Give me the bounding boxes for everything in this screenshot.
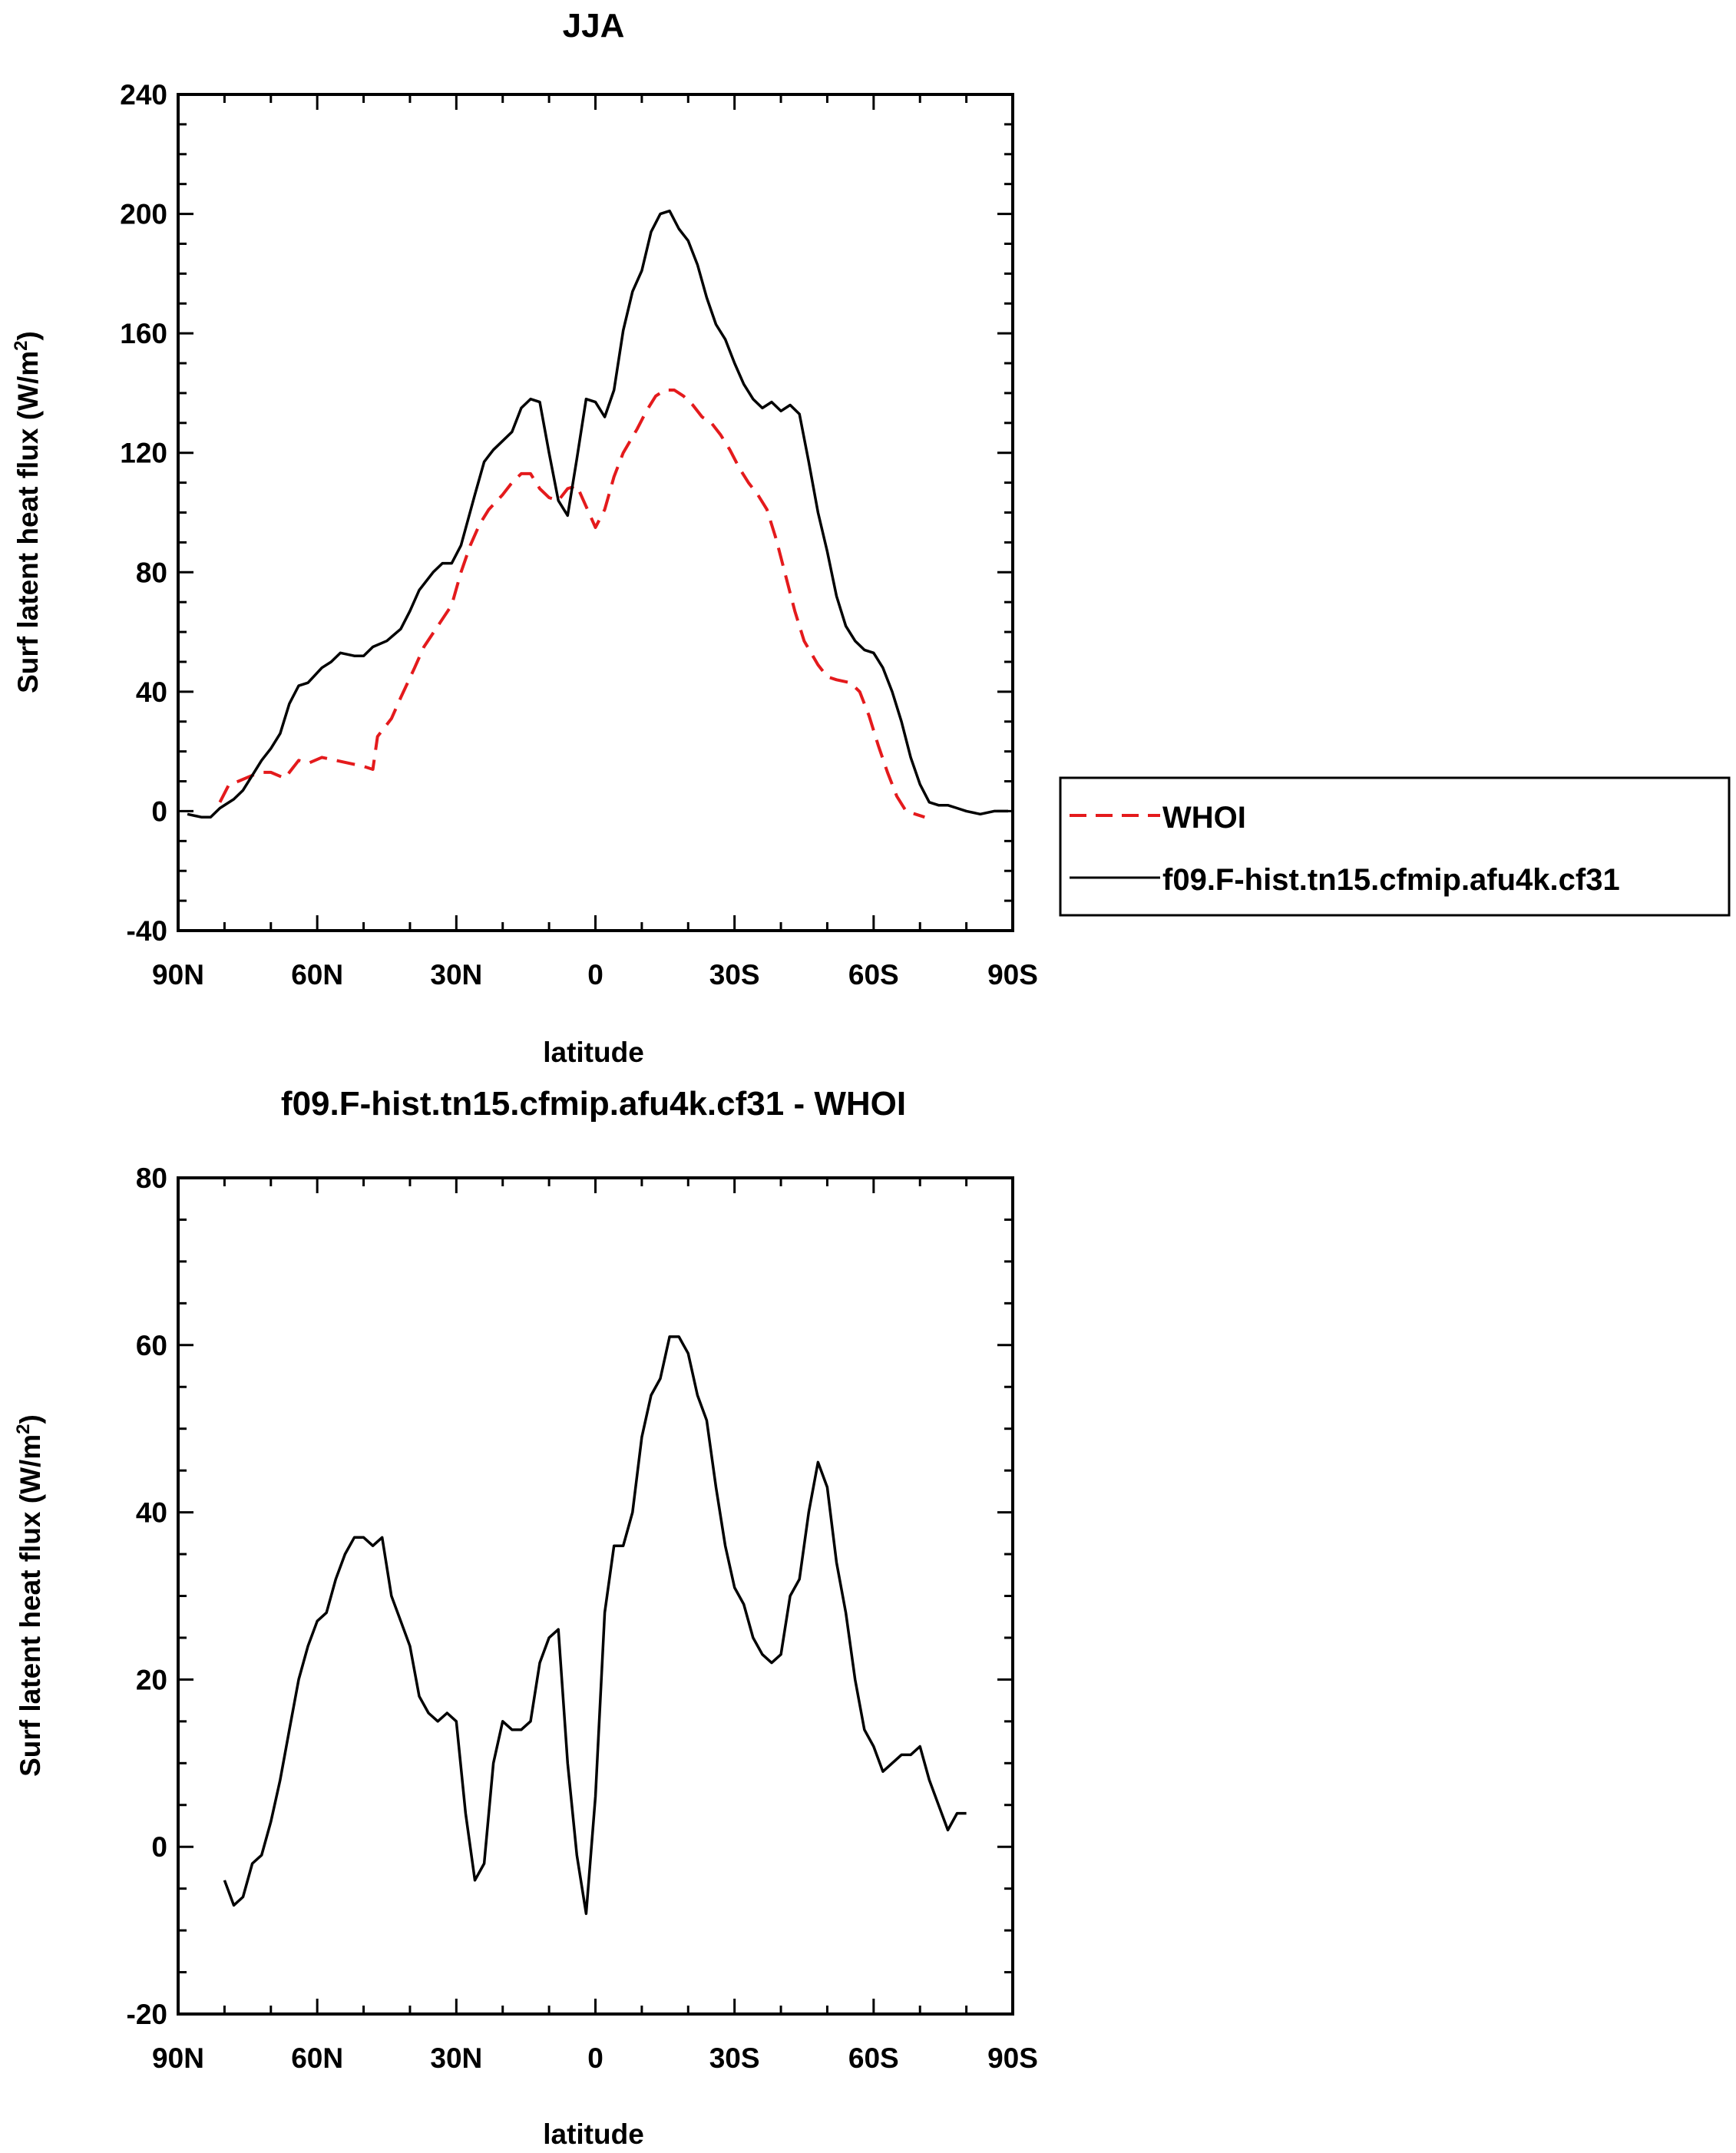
y-tick-label: 40 <box>136 676 167 708</box>
top-chart-title: JJA <box>563 7 625 45</box>
x-tick-label: 30N <box>430 2042 482 2074</box>
x-tick-label: 60S <box>848 2042 899 2074</box>
x-tick-label: 30N <box>430 959 482 991</box>
top-xtick-labels: 90N 60N 30N 0 30S 60S 90S <box>152 959 1038 991</box>
series-line-difference <box>223 1335 967 1916</box>
y-tick-label: 120 <box>120 438 167 469</box>
x-tick-label: 0 <box>587 2042 603 2074</box>
y-tick-label: 40 <box>136 1497 167 1529</box>
bottom-chart-title: f09.F-hist.tn15.cfmip.afu4k.cf31 - WHOI <box>281 1085 906 1123</box>
bottom-y-axis-title: Surf latent heat flux (W/m2) <box>13 1414 46 1777</box>
x-tick-label: 90S <box>987 959 1038 991</box>
top-y-axis-title-sup: 2 <box>11 340 31 350</box>
top-lines <box>187 209 1008 819</box>
bottom-ticks <box>177 1176 1014 2016</box>
x-tick-label: 90N <box>152 959 204 991</box>
bottom-y-axis-title-main: Surf latent heat flux (W/m <box>15 1434 46 1777</box>
y-tick-label: 0 <box>151 795 167 827</box>
top-y-axis-title-close: ) <box>12 331 44 340</box>
x-tick-label: 90N <box>152 2042 204 2074</box>
bottom-lines <box>223 1335 967 1916</box>
x-tick-label: 60N <box>291 2042 343 2074</box>
top-panel: JJA -40 0 40 80 120 160 200 240 90N 60N 30N 0 30S 60… <box>11 7 1731 1068</box>
bottom-y-axis-title-sup: 2 <box>13 1424 34 1434</box>
top-y-axis-title-main: Surf latent heat flux (W/m <box>12 351 44 693</box>
bottom-plot-frame <box>177 1176 1014 2016</box>
x-tick-label: 30S <box>709 2042 760 2074</box>
x-tick-label: 0 <box>587 959 603 991</box>
top-plot-frame <box>177 93 1014 932</box>
legend-model-label: f09.F-hist.tn15.cfmip.afu4k.cf31 <box>1162 863 1620 897</box>
top-y-axis-title: Surf latent heat flux (W/m2) <box>11 331 44 693</box>
top-x-axis-title: latitude <box>543 1037 644 1068</box>
y-tick-label: 160 <box>120 318 167 349</box>
legend: WHOI f09.F-hist.tn15.cfmip.afu4k.cf31 <box>1059 776 1731 917</box>
series-line-whoi <box>218 389 925 819</box>
x-tick-label: 90S <box>987 2042 1038 2074</box>
y-tick-label: 60 <box>136 1330 167 1361</box>
y-tick-label: -20 <box>127 1999 167 2030</box>
y-tick-label: 0 <box>151 1831 167 1863</box>
bottom-panel: f09.F-hist.tn15.cfmip.afu4k.cf31 - WHOI … <box>13 1085 1038 2150</box>
y-tick-label: 80 <box>136 1162 167 1194</box>
y-tick-label: 200 <box>120 199 167 230</box>
top-ticks <box>177 93 1014 932</box>
y-tick-label: 20 <box>136 1664 167 1695</box>
legend-whoi-label: WHOI <box>1162 801 1246 835</box>
bottom-y-axis-title-close: ) <box>15 1414 46 1424</box>
top-ytick-labels: -40 0 40 80 120 160 200 240 <box>120 79 167 947</box>
bottom-ytick-labels: -20 0 20 40 60 80 <box>127 1162 167 2030</box>
y-tick-label: -40 <box>127 915 167 947</box>
y-tick-label: 240 <box>120 79 167 111</box>
bottom-x-axis-title: latitude <box>543 2118 644 2150</box>
x-tick-label: 30S <box>709 959 760 991</box>
series-line-f09-f-hist-tn15-cfmip-afu4k-cf31 <box>187 209 1008 819</box>
y-tick-label: 80 <box>136 557 167 588</box>
legend-box <box>1059 776 1731 917</box>
bottom-xtick-labels: 90N 60N 30N 0 30S 60S 90S <box>152 2042 1038 2074</box>
x-tick-label: 60S <box>848 959 899 991</box>
x-tick-label: 60N <box>291 959 343 991</box>
